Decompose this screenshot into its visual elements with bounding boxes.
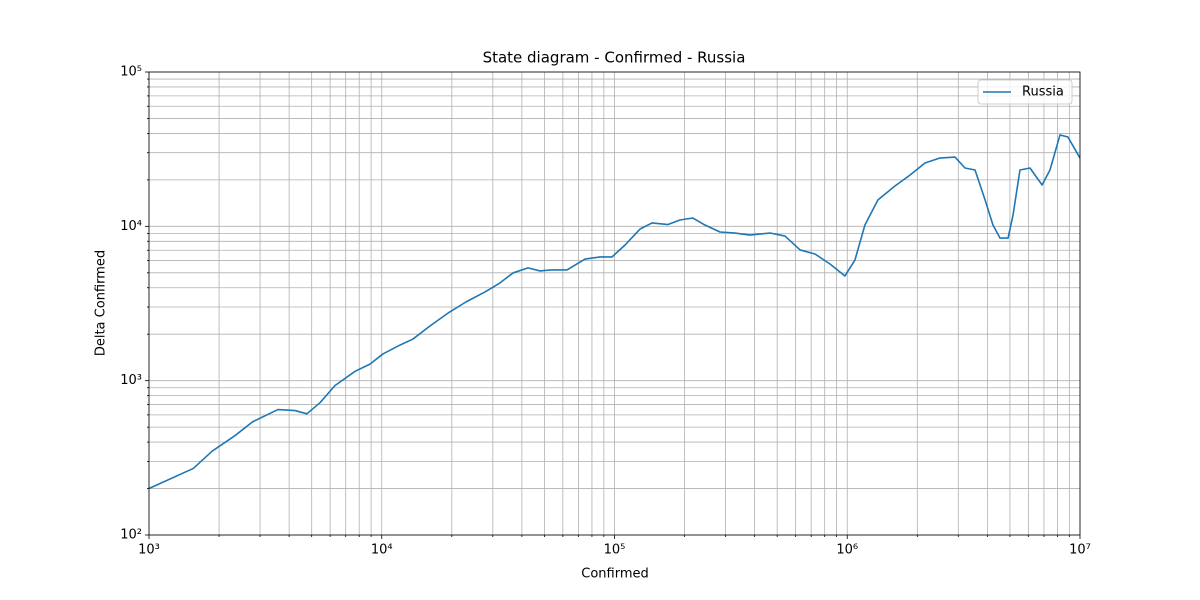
grid — [148, 71, 1081, 536]
x-tick-label: 10⁵ — [604, 543, 626, 558]
y-tick-label: 10³ — [120, 373, 142, 388]
data-line — [148, 134, 1081, 490]
x-tick-label: 10⁴ — [371, 543, 393, 558]
x-tick-label: 10⁷ — [1069, 543, 1091, 558]
y-tick-label: 10⁴ — [120, 219, 142, 234]
y-tick-label: 10⁵ — [120, 65, 142, 80]
x-tick-label: 10³ — [138, 543, 160, 558]
plot-data — [148, 134, 1081, 490]
legend: Russia — [977, 79, 1073, 105]
y-tick-label: 10² — [120, 528, 142, 543]
legend-box — [977, 79, 1073, 105]
x-axis-label: Confirmed — [581, 567, 649, 582]
x-tick-label: 10⁶ — [836, 543, 858, 558]
chart-title: State diagram - Confirmed - Russia — [483, 49, 746, 67]
y-axis-label: Delta Confirmed — [94, 250, 109, 356]
legend-label: Russia — [1022, 85, 1064, 100]
